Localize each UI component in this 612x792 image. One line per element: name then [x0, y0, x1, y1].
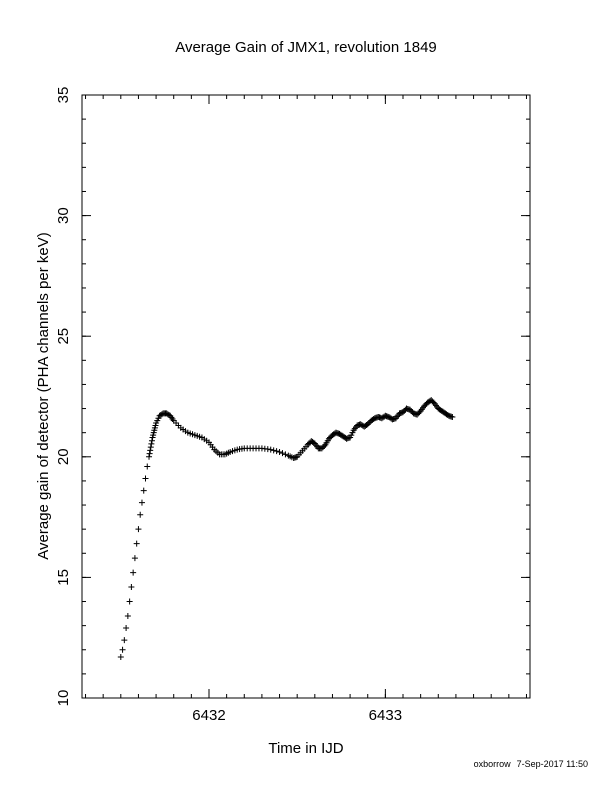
data-point: [282, 451, 289, 458]
data-point: [321, 442, 328, 449]
y-tick-label: 20: [55, 448, 72, 465]
y-tick-label: 30: [55, 207, 72, 224]
y-tick-label: 15: [55, 569, 72, 586]
data-point: [124, 612, 131, 619]
data-point: [140, 487, 147, 494]
data-point: [119, 646, 126, 653]
data-point: [276, 448, 283, 455]
data-point: [146, 450, 153, 457]
data-point: [117, 653, 124, 660]
data-point: [147, 447, 154, 454]
major-ticks: [82, 94, 530, 699]
y-tick-label: 25: [55, 328, 72, 345]
data-point: [148, 440, 155, 447]
data-point: [270, 447, 277, 454]
data-point: [267, 446, 274, 453]
footer-user: oxborrow: [473, 759, 511, 769]
data-point: [121, 637, 128, 644]
y-axis-label: Average gain of detector (PHA channels p…: [35, 232, 52, 559]
y-tick-label: 35: [55, 87, 72, 104]
data-point: [128, 584, 135, 591]
data-point: [133, 540, 140, 547]
data-point: [147, 444, 154, 451]
data-point: [273, 448, 280, 455]
x-axis-label: Time in IJD: [268, 740, 343, 757]
plot-frame: [81, 94, 531, 699]
data-point: [449, 414, 456, 421]
data-markers: [117, 397, 456, 660]
x-tick-label: 6433: [369, 707, 402, 724]
data-point: [144, 463, 151, 470]
data-point: [142, 475, 149, 482]
data-point: [137, 511, 144, 518]
footer-timestamp: 7-Sep-2017 11:50: [516, 759, 588, 769]
tick-labels: 6432 6433 10 15 20 25 30 35: [55, 87, 402, 724]
chart-title: Average Gain of JMX1, revolution 1849: [175, 39, 437, 56]
data-point: [138, 499, 145, 506]
data-point: [130, 569, 137, 576]
data-point: [279, 450, 286, 457]
x-tick-label: 6432: [192, 707, 225, 724]
y-tick-label: 10: [55, 690, 72, 707]
data-point: [123, 625, 130, 632]
data-point: [146, 453, 153, 460]
minor-ticks: [82, 94, 530, 699]
data-point: [135, 526, 142, 533]
footer-stamp: oxborrow 7-Sep-2017 11:50: [468, 759, 588, 769]
data-point: [131, 555, 138, 562]
data-point: [148, 437, 155, 444]
data-point: [126, 598, 133, 605]
